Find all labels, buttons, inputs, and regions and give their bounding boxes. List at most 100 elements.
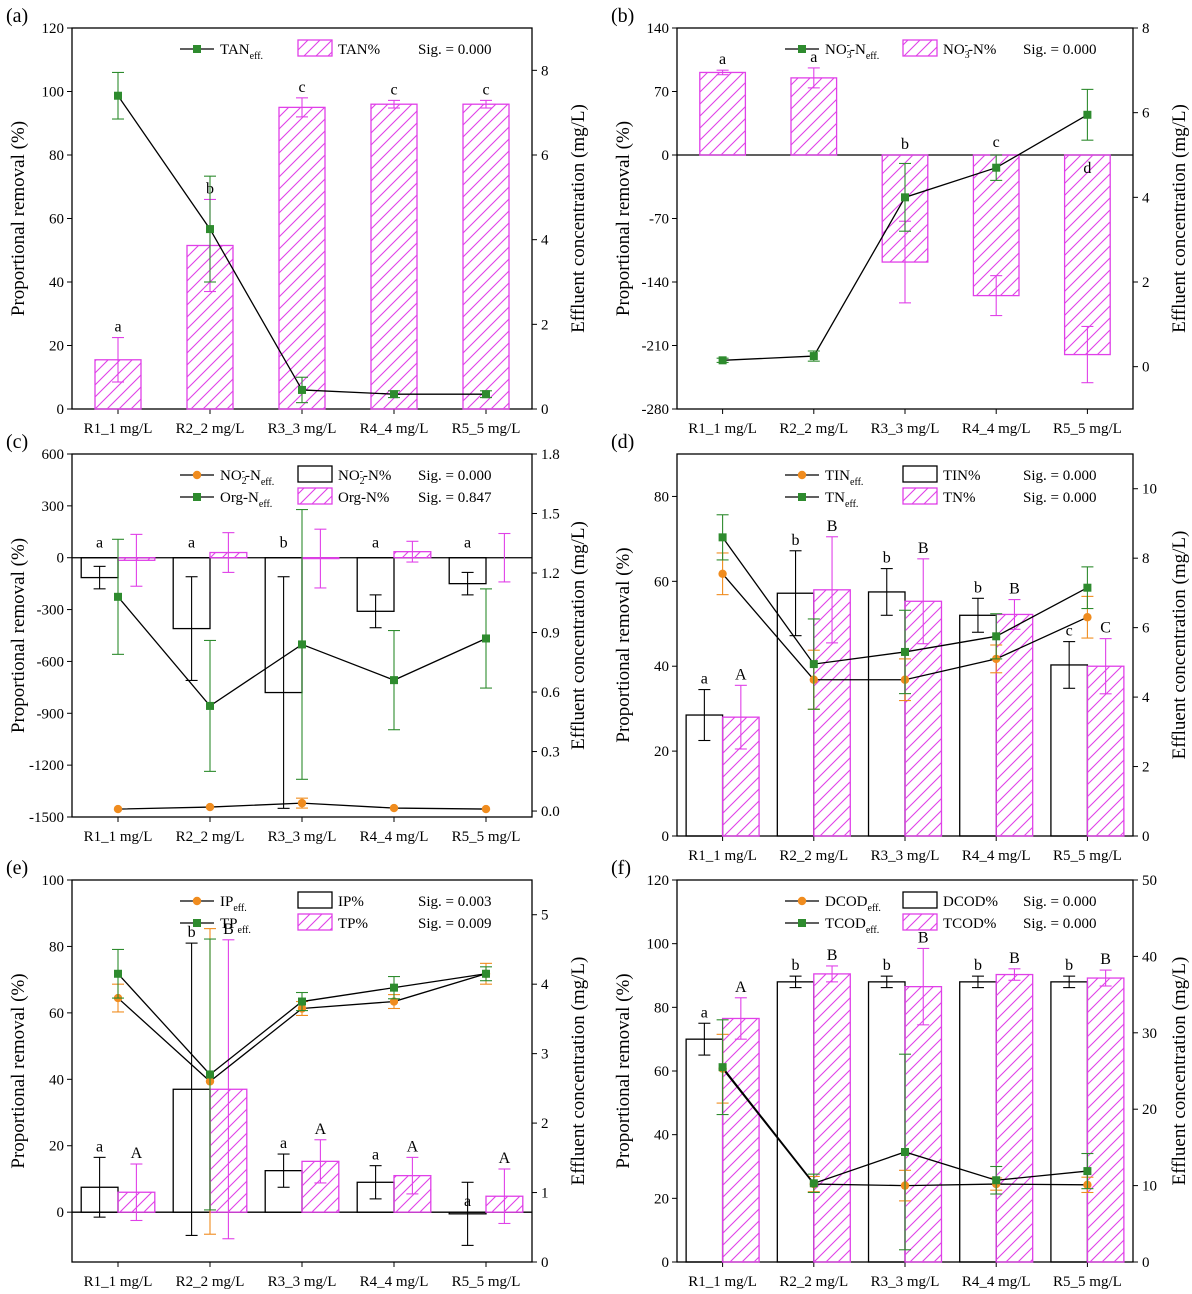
significance-letter: a xyxy=(280,1135,287,1152)
legend: DCODeff. DCOD% Sig. = 0.000 TCODeff. TCOD% Si… xyxy=(785,891,1096,936)
right-tick-label: 0.3 xyxy=(541,745,560,761)
panel-d: (d) 0 20 40 60 80 0 2 4 6 8 10 R1_1 mg/L R2_2 mg/L R3_… xyxy=(611,431,1190,864)
data-point xyxy=(389,803,399,813)
legend: TANeff. TAN% Sig. = 0.000 xyxy=(180,39,491,62)
significance-letter: A xyxy=(315,1121,327,1138)
data-point xyxy=(482,390,490,399)
significance-letter: B xyxy=(1009,581,1020,598)
legend-marker xyxy=(797,896,807,906)
data-point xyxy=(992,1176,1001,1185)
x-tick-label: R1_1 mg/L xyxy=(688,1274,757,1290)
bar xyxy=(867,591,906,837)
legend-marker xyxy=(192,896,202,906)
significance-letter: c xyxy=(482,81,489,98)
x-tick-label: R2_2 mg/L xyxy=(176,1274,245,1290)
right-tick-label: 3 xyxy=(541,1047,549,1063)
legend: NO3--Neff. NO3--N% Sig. = 0.000 xyxy=(785,39,1096,62)
legend-marker xyxy=(797,470,807,480)
x-tick-label: R1_1 mg/L xyxy=(84,421,153,437)
right-tick-label: 10 xyxy=(1142,482,1157,498)
data-point xyxy=(389,997,399,1006)
legend-sig: Sig. = 0.847 xyxy=(418,490,492,506)
left-tick-label: -1200 xyxy=(29,758,64,774)
right-tick-label: 50 xyxy=(1142,873,1157,889)
left-tick-label: 20 xyxy=(49,339,64,355)
data-point xyxy=(113,804,123,814)
legend-label: TN% xyxy=(943,490,976,506)
significance-letter: A xyxy=(131,1145,143,1162)
right-tick-label: 0.9 xyxy=(541,626,560,642)
legend-sig: Sig. = 0.000 xyxy=(1023,490,1096,506)
left-tick-label: 0 xyxy=(662,829,670,845)
right-tick-label: 6 xyxy=(1142,621,1150,637)
legend-label: TCOD% xyxy=(943,916,996,932)
data-point xyxy=(297,798,307,808)
significance-letter: a xyxy=(464,535,471,552)
panel-c: (c) -1500 -1200 -900 -600 -300 0 300 600 0.0 0.3 0.… xyxy=(6,431,589,845)
legend-swatch xyxy=(297,465,333,483)
legend-label: TIN% xyxy=(943,468,981,484)
significance-letter: C xyxy=(1100,620,1111,637)
bar xyxy=(995,613,1034,837)
data-point xyxy=(901,647,909,656)
left-tick-label: 100 xyxy=(647,937,670,953)
x-tick-label: R4_4 mg/L xyxy=(962,1274,1031,1290)
legend: TINeff. TIN% Sig. = 0.000 TNeff. TN% Sig. = 0… xyxy=(785,465,1096,510)
series-line xyxy=(117,973,487,1083)
right-tick-label: 1.5 xyxy=(541,507,560,523)
legend-marker xyxy=(798,493,806,501)
significance-letter: B xyxy=(223,921,234,938)
right-tick-label: 30 xyxy=(1142,1026,1157,1042)
legend-label: DCOD% xyxy=(943,894,998,910)
legend-label: TPeff. xyxy=(220,916,251,936)
data-point xyxy=(1083,613,1092,622)
x-tick-label: R4_4 mg/L xyxy=(360,421,429,437)
data-point xyxy=(901,1147,909,1156)
left-tick-label: 40 xyxy=(49,1072,64,1088)
left-tick-label: 100 xyxy=(42,85,65,101)
left-tick-label: 60 xyxy=(654,574,669,590)
right-tick-label: 0 xyxy=(1142,360,1150,376)
data-point xyxy=(718,533,727,542)
bar xyxy=(995,973,1034,1263)
left-axis-title: Proportional removal (%) xyxy=(613,121,634,316)
left-tick-label: -140 xyxy=(642,275,670,291)
legend-label: NO2--N% xyxy=(338,466,391,487)
legend-label: TP% xyxy=(338,916,368,932)
right-tick-label: 1.2 xyxy=(541,566,560,582)
left-tick-label: 0 xyxy=(662,1255,670,1271)
left-tick-label: 20 xyxy=(654,744,669,760)
left-tick-label: 80 xyxy=(49,939,64,955)
significance-letter: b xyxy=(974,957,982,974)
data-point xyxy=(809,352,818,361)
panel-e: (e) 0 20 40 60 80 100 0 1 2 3 4 5 R1_1 mg/L R2_2 mg/L R… xyxy=(6,857,589,1290)
significance-letter: A xyxy=(735,979,747,996)
left-tick-label: 80 xyxy=(654,489,669,505)
legend-swatch xyxy=(297,891,333,909)
x-tick-label: R3_3 mg/L xyxy=(268,1274,337,1290)
significance-letter: a xyxy=(701,1004,708,1021)
x-tick-label: R3_3 mg/L xyxy=(871,848,940,864)
left-tick-label: 60 xyxy=(49,212,64,228)
legend: IPeff. IP% Sig. = 0.003 TPeff. TP% Sig. = 0.0… xyxy=(180,891,491,936)
right-axis-title: Effluent concentration (mg/L) xyxy=(568,521,589,750)
left-tick-label: -900 xyxy=(37,706,65,722)
data-point xyxy=(1083,583,1092,592)
bar xyxy=(959,981,997,1263)
x-tick-label: R4_4 mg/L xyxy=(962,421,1031,437)
x-tick-label: R5_5 mg/L xyxy=(452,829,521,845)
legend-sig: Sig. = 0.000 xyxy=(1023,894,1096,910)
left-axis-title: Proportional removal (%) xyxy=(613,973,634,1168)
significance-letter: a xyxy=(719,51,726,68)
significance-letter: c xyxy=(993,134,1000,151)
panel-label: (a) xyxy=(6,5,28,27)
right-tick-label: 0 xyxy=(541,402,549,418)
legend-label: TNeff. xyxy=(825,490,858,510)
right-tick-label: 0 xyxy=(1142,1255,1150,1271)
left-tick-label: -70 xyxy=(649,212,669,228)
x-tick-label: R2_2 mg/L xyxy=(779,421,848,437)
legend-swatch xyxy=(297,487,333,505)
data-point xyxy=(809,1179,818,1188)
left-tick-label: 0 xyxy=(57,402,65,418)
right-tick-label: 2 xyxy=(541,1116,549,1132)
